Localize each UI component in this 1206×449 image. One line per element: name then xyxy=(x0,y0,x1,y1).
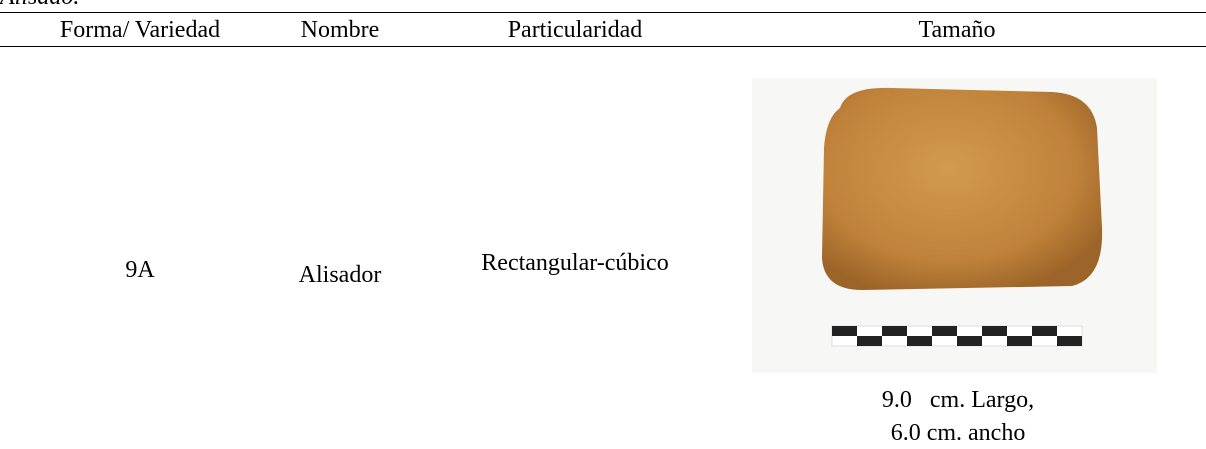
top-rule xyxy=(0,12,1206,13)
header-rule xyxy=(0,46,1206,47)
artifact-photo xyxy=(752,78,1157,373)
caption: Alisado. xyxy=(0,0,79,11)
header-cell: Nombre xyxy=(300,17,380,43)
size-line: 6.0 cm. ancho xyxy=(890,420,1026,446)
cell: 9A xyxy=(125,257,155,283)
cell: Rectangular-cúbico xyxy=(481,250,669,276)
header-cell: Particularidad xyxy=(507,17,643,43)
size-line: 9.0 cm. Largo, xyxy=(881,387,1035,413)
cell: Alisador xyxy=(298,262,382,288)
scale-bar xyxy=(831,325,1083,347)
header-cell: Tamaño xyxy=(918,17,996,43)
header-cell: Forma/ Variedad xyxy=(59,17,221,43)
